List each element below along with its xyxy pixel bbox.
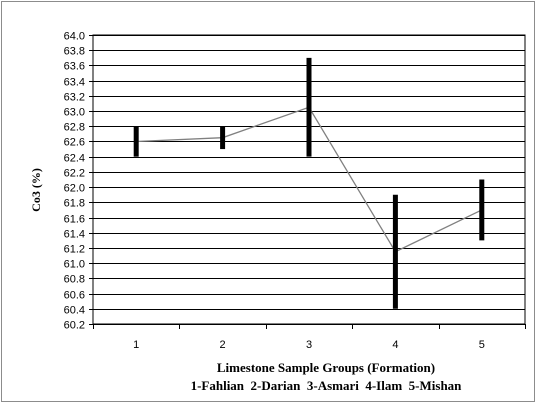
- y-tick-label: 61.4: [64, 229, 85, 241]
- y-tick-label: 62.6: [64, 137, 85, 149]
- y-tick-label: 62.4: [64, 153, 85, 165]
- y-tick-label: 62.0: [64, 183, 85, 195]
- y-tick-label: 60.2: [64, 320, 85, 332]
- gridlines: [89, 34, 526, 329]
- y-tick-label: 63.6: [64, 61, 85, 73]
- y-tick-label: 62.2: [64, 168, 85, 180]
- x-tick-label: 3: [306, 339, 312, 351]
- x-tick-labels: 1 2 3 4 5: [133, 339, 485, 351]
- x-axis-sublabel: 1-Fahlian 2-Darian 3-Asmari 4-Ilam 5-Mis…: [191, 378, 463, 393]
- series-layer: [133, 57, 485, 309]
- y-tick-label: 61.2: [64, 244, 85, 256]
- y-tick-label: 63.0: [64, 107, 85, 119]
- y-tick-label: 61.8: [64, 198, 85, 210]
- y-tick-label: 63.2: [64, 92, 85, 104]
- x-tick-label: 2: [220, 339, 226, 351]
- x-tick-label: 1: [133, 339, 139, 351]
- y-tick-label: 60.4: [64, 305, 85, 317]
- y-tick-labels: 60.2 60.4 60.6 60.8 61.0 61.2 61.4 61.6 61.8 62.0…: [64, 31, 85, 332]
- y-tick-label: 63.4: [64, 77, 85, 89]
- x-tick-label: 5: [479, 339, 485, 351]
- y-axis-label: Co3 (%): [29, 168, 43, 212]
- y-tick-label: 62.8: [64, 122, 85, 134]
- x-tick-label: 4: [392, 339, 398, 351]
- y-tick-label: 60.8: [64, 274, 85, 286]
- y-tick-label: 64.0: [64, 31, 85, 43]
- y-tick-label: 61.0: [64, 259, 85, 271]
- y-tick-label: 63.8: [64, 46, 85, 58]
- y-tick-label: 60.6: [64, 290, 85, 302]
- x-axis-label: Limestone Sample Groups (Formation): [217, 360, 435, 375]
- y-tick-label: 61.6: [64, 214, 85, 226]
